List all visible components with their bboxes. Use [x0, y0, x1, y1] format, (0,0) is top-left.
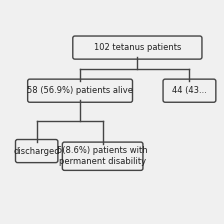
Text: discharged: discharged: [13, 146, 60, 155]
FancyBboxPatch shape: [28, 79, 133, 102]
FancyBboxPatch shape: [163, 79, 216, 102]
FancyBboxPatch shape: [73, 36, 202, 59]
Text: 44 (43...: 44 (43...: [172, 86, 207, 95]
Text: 58 (56.9%) patients alive: 58 (56.9%) patients alive: [27, 86, 133, 95]
FancyBboxPatch shape: [62, 142, 143, 170]
Text: 5(8.6%) patients with
permanent disability: 5(8.6%) patients with permanent disabili…: [57, 146, 148, 166]
FancyBboxPatch shape: [15, 140, 58, 163]
Text: 102 tetanus patients: 102 tetanus patients: [94, 43, 181, 52]
